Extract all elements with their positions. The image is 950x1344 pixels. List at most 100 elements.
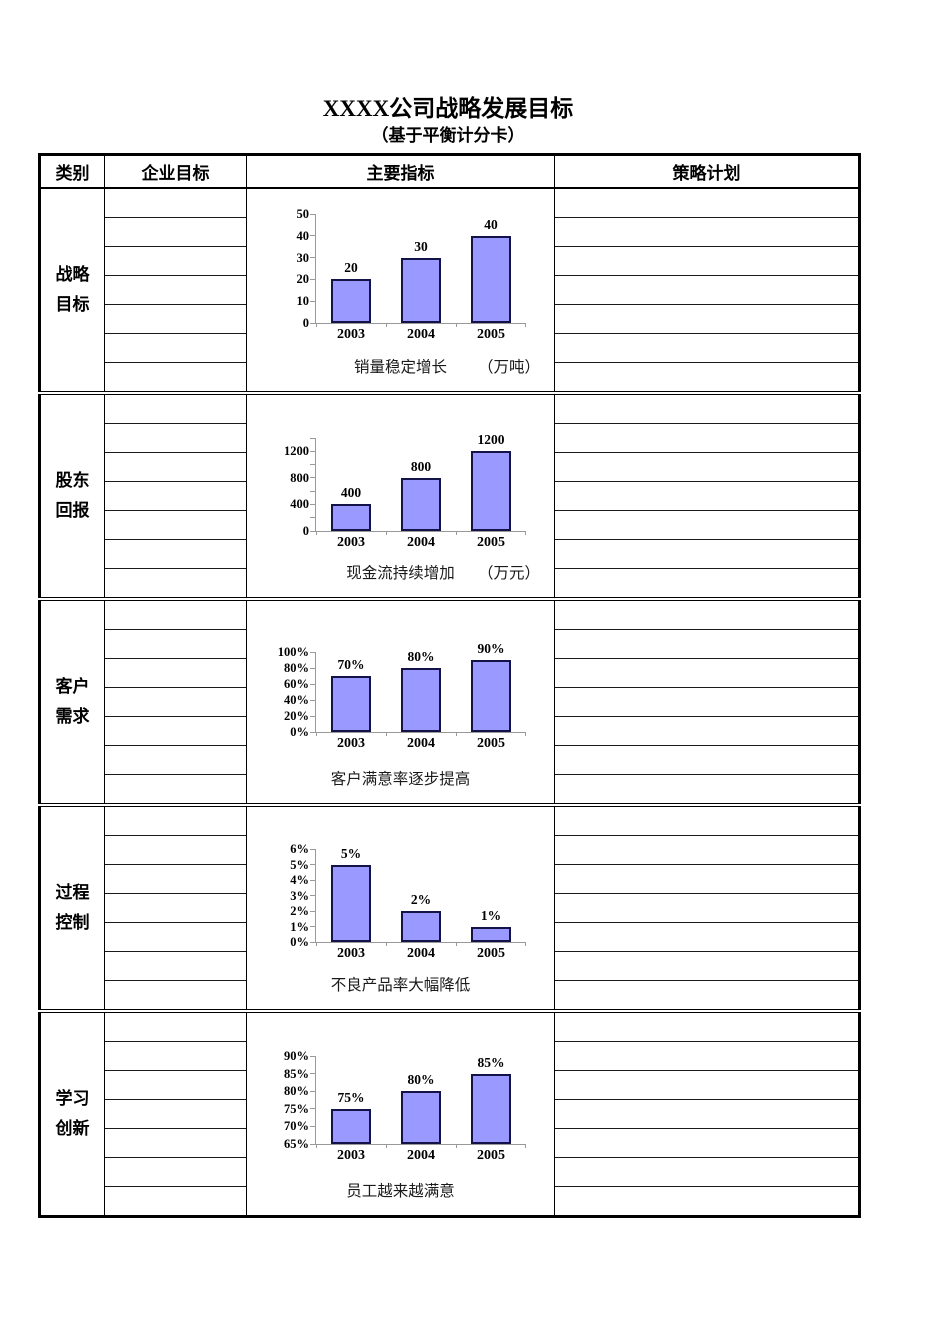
empty-cell bbox=[555, 569, 858, 597]
column-header-category: 类别 bbox=[39, 154, 105, 189]
empty-cell bbox=[555, 424, 858, 453]
y-axis-label: 4% bbox=[290, 873, 309, 887]
y-axis-label: 80% bbox=[284, 661, 309, 675]
kpi-bar bbox=[331, 676, 371, 732]
x-axis-label: 2003 bbox=[337, 1148, 365, 1163]
baseline-tick bbox=[386, 942, 387, 946]
chart-caption-row: 现金流持续增加 （万元） bbox=[247, 564, 554, 584]
kpi-chart-cell: 0% 20% 40% 60% 80% 100% 70% 2003 80% 2004 90% 2005 客… bbox=[246, 597, 555, 805]
empty-cell bbox=[555, 511, 858, 540]
plan-rows bbox=[555, 1013, 858, 1215]
section-row-strategic-goals: 战略 目标 0 10 20 30 40 50 20 2003 30 2004 40 2005 销量稳定增… bbox=[39, 188, 860, 393]
customer-satisfaction-chart: 0% 20% 40% 60% 80% 100% 70% 2003 80% 2004 90% 2005 客… bbox=[247, 601, 554, 803]
empty-cell bbox=[105, 923, 246, 952]
y-axis-label: 3% bbox=[290, 888, 309, 903]
y-axis-label: 5% bbox=[290, 857, 309, 872]
chart-caption: 不良产品率大幅降低 bbox=[330, 977, 471, 994]
empty-cell bbox=[555, 836, 858, 865]
chart-caption-row: 客户满意率逐步提高 bbox=[247, 770, 554, 790]
goal-rows bbox=[105, 189, 246, 391]
empty-cell bbox=[105, 659, 246, 688]
y-axis-tick bbox=[310, 437, 316, 439]
x-axis-label: 2005 bbox=[477, 535, 505, 550]
empty-cell bbox=[555, 775, 858, 803]
empty-cell bbox=[105, 746, 246, 775]
x-axis-label: 2004 bbox=[407, 736, 435, 751]
kpi-chart-cell: 0% 1% 2% 3% 4% 5% 6% 5% 2003 2% 2004 1% 2005 不良产品率大幅降… bbox=[246, 803, 555, 1011]
y-axis-label: 75% bbox=[284, 1101, 309, 1116]
y-axis-label: 20% bbox=[284, 709, 309, 723]
y-axis-tick bbox=[310, 1143, 316, 1145]
baseline-tick bbox=[386, 732, 387, 736]
baseline-tick bbox=[525, 323, 526, 327]
empty-cell bbox=[555, 807, 858, 836]
empty-cell bbox=[105, 688, 246, 717]
baseline-tick bbox=[316, 1144, 317, 1148]
chart-caption: 客户满意率逐步提高 bbox=[330, 771, 471, 788]
empty-cell bbox=[555, 395, 858, 424]
kpi-bar bbox=[401, 257, 441, 323]
y-axis-label: 60% bbox=[284, 677, 309, 691]
empty-cell bbox=[555, 363, 858, 391]
baseline-tick bbox=[525, 732, 526, 736]
goals-cell bbox=[104, 1009, 247, 1217]
baseline-tick bbox=[525, 531, 526, 535]
goal-rows bbox=[105, 601, 246, 803]
y-axis-tick bbox=[310, 1125, 316, 1127]
document-page: XXXX公司战略发展目标 （基于平衡计分卡） 类别 企业目标 主要指标 策略计划… bbox=[38, 0, 861, 1218]
empty-cell bbox=[105, 482, 246, 511]
cash-flow-chart: 0 400 800 1200 400 2003 800 2004 1200 2005 现金流持续增加… bbox=[247, 395, 554, 597]
chart-caption-row: 员工越来越满意 bbox=[247, 1182, 554, 1202]
y-axis-tick bbox=[310, 683, 316, 685]
goals-cell bbox=[104, 391, 247, 599]
empty-cell bbox=[105, 775, 246, 803]
empty-cell bbox=[105, 981, 246, 1009]
baseline-tick bbox=[386, 1144, 387, 1148]
baseline-tick bbox=[456, 942, 457, 946]
bar-value-label: 70% bbox=[337, 657, 365, 672]
baseline-tick bbox=[316, 942, 317, 946]
empty-cell bbox=[105, 1187, 246, 1215]
x-axis-label: 2004 bbox=[407, 327, 435, 342]
plans-cell bbox=[554, 1009, 860, 1217]
y-axis-tick bbox=[310, 278, 316, 280]
empty-cell bbox=[555, 305, 858, 334]
y-axis-tick bbox=[310, 848, 316, 850]
x-axis-label: 2005 bbox=[477, 946, 505, 961]
category-label: 战略 bbox=[55, 265, 90, 284]
empty-cell bbox=[105, 569, 246, 597]
chart-caption: 销量稳定增长 bbox=[353, 359, 447, 376]
column-header-kpi: 主要指标 bbox=[246, 154, 555, 189]
empty-cell bbox=[105, 865, 246, 894]
y-axis-label: 1200 bbox=[284, 444, 309, 459]
kpi-bar bbox=[471, 660, 511, 732]
baseline-tick bbox=[525, 942, 526, 946]
empty-cell bbox=[555, 1158, 858, 1187]
y-axis-label: 10 bbox=[296, 294, 310, 309]
x-axis-label: 2005 bbox=[477, 1148, 505, 1163]
plans-cell bbox=[554, 188, 860, 393]
y-axis-tick bbox=[310, 300, 316, 302]
y-axis-tick bbox=[310, 1108, 316, 1110]
bar-value-label: 40 bbox=[484, 216, 498, 232]
chart-caption-row: 销量稳定增长 （万吨） bbox=[247, 358, 554, 378]
x-axis-label: 2003 bbox=[337, 535, 365, 550]
plans-cell bbox=[554, 803, 860, 1011]
baseline-tick bbox=[316, 531, 317, 535]
category-cell: 战略 目标 bbox=[39, 188, 105, 393]
category-label: 回报 bbox=[55, 501, 90, 520]
y-axis-tick bbox=[310, 257, 316, 259]
empty-cell bbox=[555, 1187, 858, 1215]
y-axis-tick bbox=[310, 213, 316, 215]
balanced-scorecard-table: 类别 企业目标 主要指标 策略计划 战略 目标 0 10 20 30 40 50 20 200… bbox=[38, 153, 861, 1218]
kpi-bar bbox=[331, 504, 371, 531]
x-axis-label: 2005 bbox=[477, 736, 505, 751]
plan-rows bbox=[555, 395, 858, 597]
bar-value-label: 1200 bbox=[477, 432, 505, 448]
empty-cell bbox=[105, 395, 246, 424]
y-axis-label: 30 bbox=[296, 250, 310, 265]
y-axis-label: 40% bbox=[284, 693, 309, 707]
category-label: 股东 bbox=[55, 471, 90, 490]
kpi-chart-cell: 65% 70% 75% 80% 85% 90% 75% 2003 80% 2004 85% 2005 员… bbox=[246, 1009, 555, 1217]
kpi-bar bbox=[471, 926, 511, 942]
